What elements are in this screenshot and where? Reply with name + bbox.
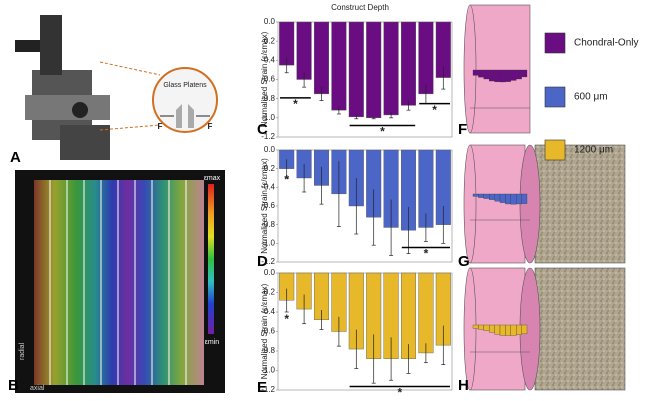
legend-swatch	[544, 32, 566, 54]
mini-bar	[472, 193, 479, 197]
force-label: F	[208, 122, 213, 131]
y-tick-label: -0.8	[261, 346, 275, 355]
mini-bar	[494, 193, 501, 202]
mini-bar	[483, 69, 490, 80]
mini-bar	[510, 193, 517, 205]
y-tick-label: -0.4	[261, 307, 275, 316]
significance-marker: *	[397, 386, 402, 400]
panel-label: A	[10, 149, 21, 166]
y-tick-label: -1.0	[261, 238, 275, 247]
significance-marker: *	[284, 172, 289, 186]
bar	[331, 21, 347, 111]
y-tick-label: -0.6	[261, 201, 275, 210]
mini-bar	[489, 193, 495, 200]
panel-label: B	[8, 377, 19, 394]
y-tick-label: -1.0	[261, 366, 275, 375]
y-axis-label: Normalized Strain (ε/εmax)	[260, 158, 269, 254]
mini-bar	[494, 69, 501, 83]
mini-bar	[499, 193, 506, 203]
mini-bar	[499, 324, 506, 336]
legend-label: 1200 μm	[574, 145, 613, 156]
mini-bar	[516, 324, 522, 335]
platens-label: Glass Platens	[163, 82, 207, 89]
y-tick-label: -0.6	[261, 327, 275, 336]
figure-title: Construct Depth	[331, 3, 389, 12]
mini-bar	[516, 69, 522, 80]
y-tick-label: -0.6	[261, 75, 275, 84]
bar	[313, 21, 330, 95]
panel-label: C	[257, 121, 268, 138]
panel-label: G	[458, 253, 470, 270]
bar	[296, 21, 312, 80]
mini-bar	[505, 324, 511, 336]
y-tick-label: -0.2	[261, 164, 275, 173]
mini-bar	[510, 69, 517, 81]
mini-bar	[521, 193, 528, 204]
y-tick-label: 0.0	[264, 17, 276, 26]
y-tick-label: -0.2	[261, 288, 275, 297]
bar	[383, 21, 399, 116]
significance-marker: *	[380, 125, 385, 139]
mini-bar	[521, 324, 528, 335]
panel-label: F	[458, 121, 467, 138]
y-tick-label: -0.8	[261, 94, 275, 103]
cylinder-diagrams	[463, 4, 626, 391]
legend-swatch	[544, 139, 566, 161]
mini-bar	[483, 193, 490, 199]
y-tick-label: -1.0	[261, 113, 275, 122]
legend-swatch	[544, 86, 566, 108]
mini-bar	[499, 69, 506, 83]
panel-label: E	[257, 379, 267, 396]
y-tick-label: 0.0	[264, 145, 276, 154]
strain-min-label: εmin	[205, 339, 220, 346]
bar	[418, 21, 434, 95]
bar	[418, 272, 434, 354]
y-tick-label: -0.4	[261, 182, 275, 191]
y-tick-label: -1.2	[261, 257, 275, 266]
force-label: F	[158, 122, 163, 131]
significance-marker: *	[284, 312, 289, 326]
strain-max-label: εmax	[204, 175, 221, 182]
y-tick-label: -0.2	[261, 36, 275, 45]
panel-label: D	[257, 253, 268, 270]
mini-bar	[489, 324, 495, 333]
legend-label: Chondral-Only	[574, 38, 638, 49]
mini-bar	[505, 69, 511, 82]
bar	[366, 21, 382, 119]
mini-bar	[478, 193, 484, 198]
mini-bar	[472, 324, 479, 329]
significance-marker: *	[293, 97, 298, 111]
mini-bar	[478, 324, 484, 330]
axis-direction-label: radial	[19, 342, 26, 360]
y-axis-label: Normalized Strain (ε/εmax)	[260, 31, 269, 127]
mini-bar	[489, 69, 495, 82]
significance-marker: *	[424, 247, 429, 261]
bar	[400, 21, 417, 106]
mini-bar	[494, 324, 501, 335]
y-tick-label: -0.4	[261, 55, 275, 64]
microscope-photo	[15, 15, 218, 160]
bar	[348, 21, 364, 118]
y-axis-label: Normalized Strain (ε/εmax)	[260, 283, 269, 379]
mini-bar	[505, 193, 511, 205]
significance-marker: *	[432, 103, 437, 117]
mini-bar	[478, 69, 484, 78]
y-tick-label: 0.0	[264, 268, 276, 277]
mini-bar	[510, 324, 517, 336]
strain-map	[15, 170, 225, 393]
legend-label: 600 μm	[574, 92, 608, 103]
y-tick-label: -1.2	[261, 132, 275, 141]
y-tick-label: -0.8	[261, 220, 275, 229]
mini-bar	[521, 69, 528, 78]
mini-bar	[483, 324, 490, 331]
mini-bar	[472, 69, 479, 76]
mini-bar	[516, 193, 522, 205]
y-tick-label: -1.2	[261, 385, 275, 394]
panel-label: H	[458, 377, 469, 394]
axis-direction-label: axial	[30, 385, 45, 392]
